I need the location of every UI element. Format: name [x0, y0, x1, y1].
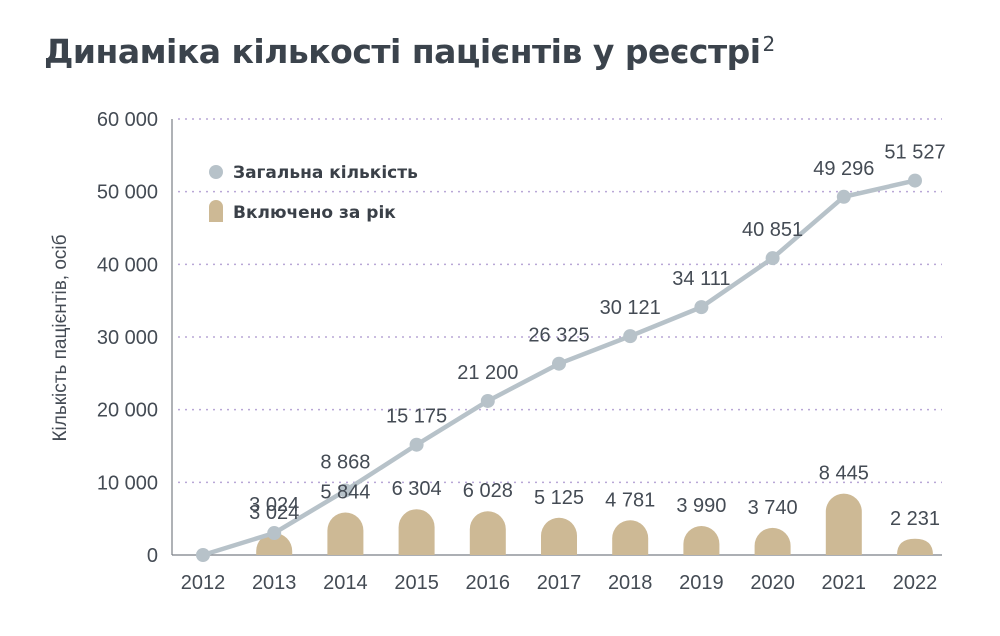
bar: [683, 526, 720, 555]
y-axis-label: Кількість пацієнтів, осіб: [50, 234, 71, 441]
bar-data-label: 6 304: [392, 478, 442, 500]
line-data-label: 21 200: [457, 362, 518, 384]
data-labels: 3 024 8 868 15 175 21 200 26 325 30 121 34 111…: [249, 142, 945, 530]
legend: Загальна кількість Включено за рік: [209, 163, 418, 223]
legend-line-marker: [209, 165, 223, 179]
y-axis: 0 10 000 20 000 30 000 40 000 50 000 60 000: [97, 109, 173, 567]
bar-data-label: 3 990: [676, 495, 726, 517]
bar-data-label: 2 231: [890, 508, 940, 530]
bar: [469, 511, 506, 555]
line-point: [267, 526, 282, 541]
x-tick-label: 2017: [537, 572, 582, 594]
line-data-label: 26 325: [528, 325, 589, 347]
bar-series: [256, 493, 933, 555]
y-tick-label: 0: [147, 545, 158, 567]
line-point: [196, 548, 210, 562]
y-tick-label: 30 000: [97, 327, 158, 349]
line-data-label: 30 121: [600, 297, 661, 319]
x-tick-label: 2012: [181, 572, 226, 594]
bar: [612, 520, 649, 555]
line-data-label: 40 851: [742, 219, 803, 241]
bar: [897, 538, 933, 555]
bar-data-label: 4 781: [605, 489, 655, 511]
x-tick-label: 2015: [394, 572, 439, 594]
line-data-label: 3 024: [249, 494, 299, 516]
line-point: [765, 251, 780, 266]
x-tick-label: 2020: [750, 572, 795, 594]
line-point: [552, 356, 566, 371]
y-tick-label: 40 000: [97, 254, 158, 276]
line-point: [338, 483, 353, 498]
bar-data-label: 5 125: [534, 487, 584, 509]
x-tick-label: 2018: [608, 572, 653, 594]
legend-line-label: Загальна кількість: [233, 163, 418, 183]
x-tick-label: 2013: [252, 572, 297, 594]
bar-data-label: 8 445: [819, 463, 869, 485]
line-series: [196, 173, 922, 562]
line-data-label: 49 296: [813, 158, 874, 180]
bar-data-label: 3 024: [249, 502, 299, 524]
y-tick-label: 20 000: [97, 400, 158, 422]
x-tick-label: 2022: [893, 572, 938, 594]
y-tick-label: 60 000: [97, 109, 158, 131]
x-tick-label: 2019: [679, 572, 724, 594]
bar-data-label: 5 844: [320, 482, 370, 504]
line-point: [908, 173, 922, 188]
y-tick-label: 10 000: [97, 472, 158, 494]
bar: [398, 509, 435, 555]
bar: [327, 512, 364, 555]
line-point: [836, 189, 851, 204]
x-tick-label: 2014: [323, 572, 368, 594]
line-point: [623, 329, 638, 344]
line-point: [480, 393, 495, 408]
bar: [754, 527, 791, 555]
bar: [541, 517, 577, 555]
bar: [256, 533, 293, 555]
line-data-label: 15 175: [386, 406, 447, 428]
legend-bar-marker: [209, 200, 223, 222]
x-tick-label: 2016: [466, 572, 511, 594]
y-tick-label: 50 000: [97, 182, 158, 204]
bar-data-label: 6 028: [463, 480, 513, 502]
line-point: [409, 437, 424, 452]
bar: [825, 493, 862, 555]
bar-data-label: 3 740: [748, 497, 798, 519]
line-point: [694, 300, 709, 315]
line-data-label: 51 527: [884, 142, 945, 164]
line-data-label: 8 868: [320, 452, 370, 474]
legend-bar-label: Включено за рік: [233, 203, 396, 223]
line-data-label: 34 111: [672, 268, 730, 290]
x-axis: 2012 2013 2014 2015 2016 2017 2018 2019 2020 2021…: [172, 554, 942, 594]
chart-title: Динаміка кількості пацієнтів у реєстрі 2: [44, 32, 775, 71]
x-tick-label: 2021: [822, 572, 867, 594]
grid-lines: [178, 118, 942, 484]
